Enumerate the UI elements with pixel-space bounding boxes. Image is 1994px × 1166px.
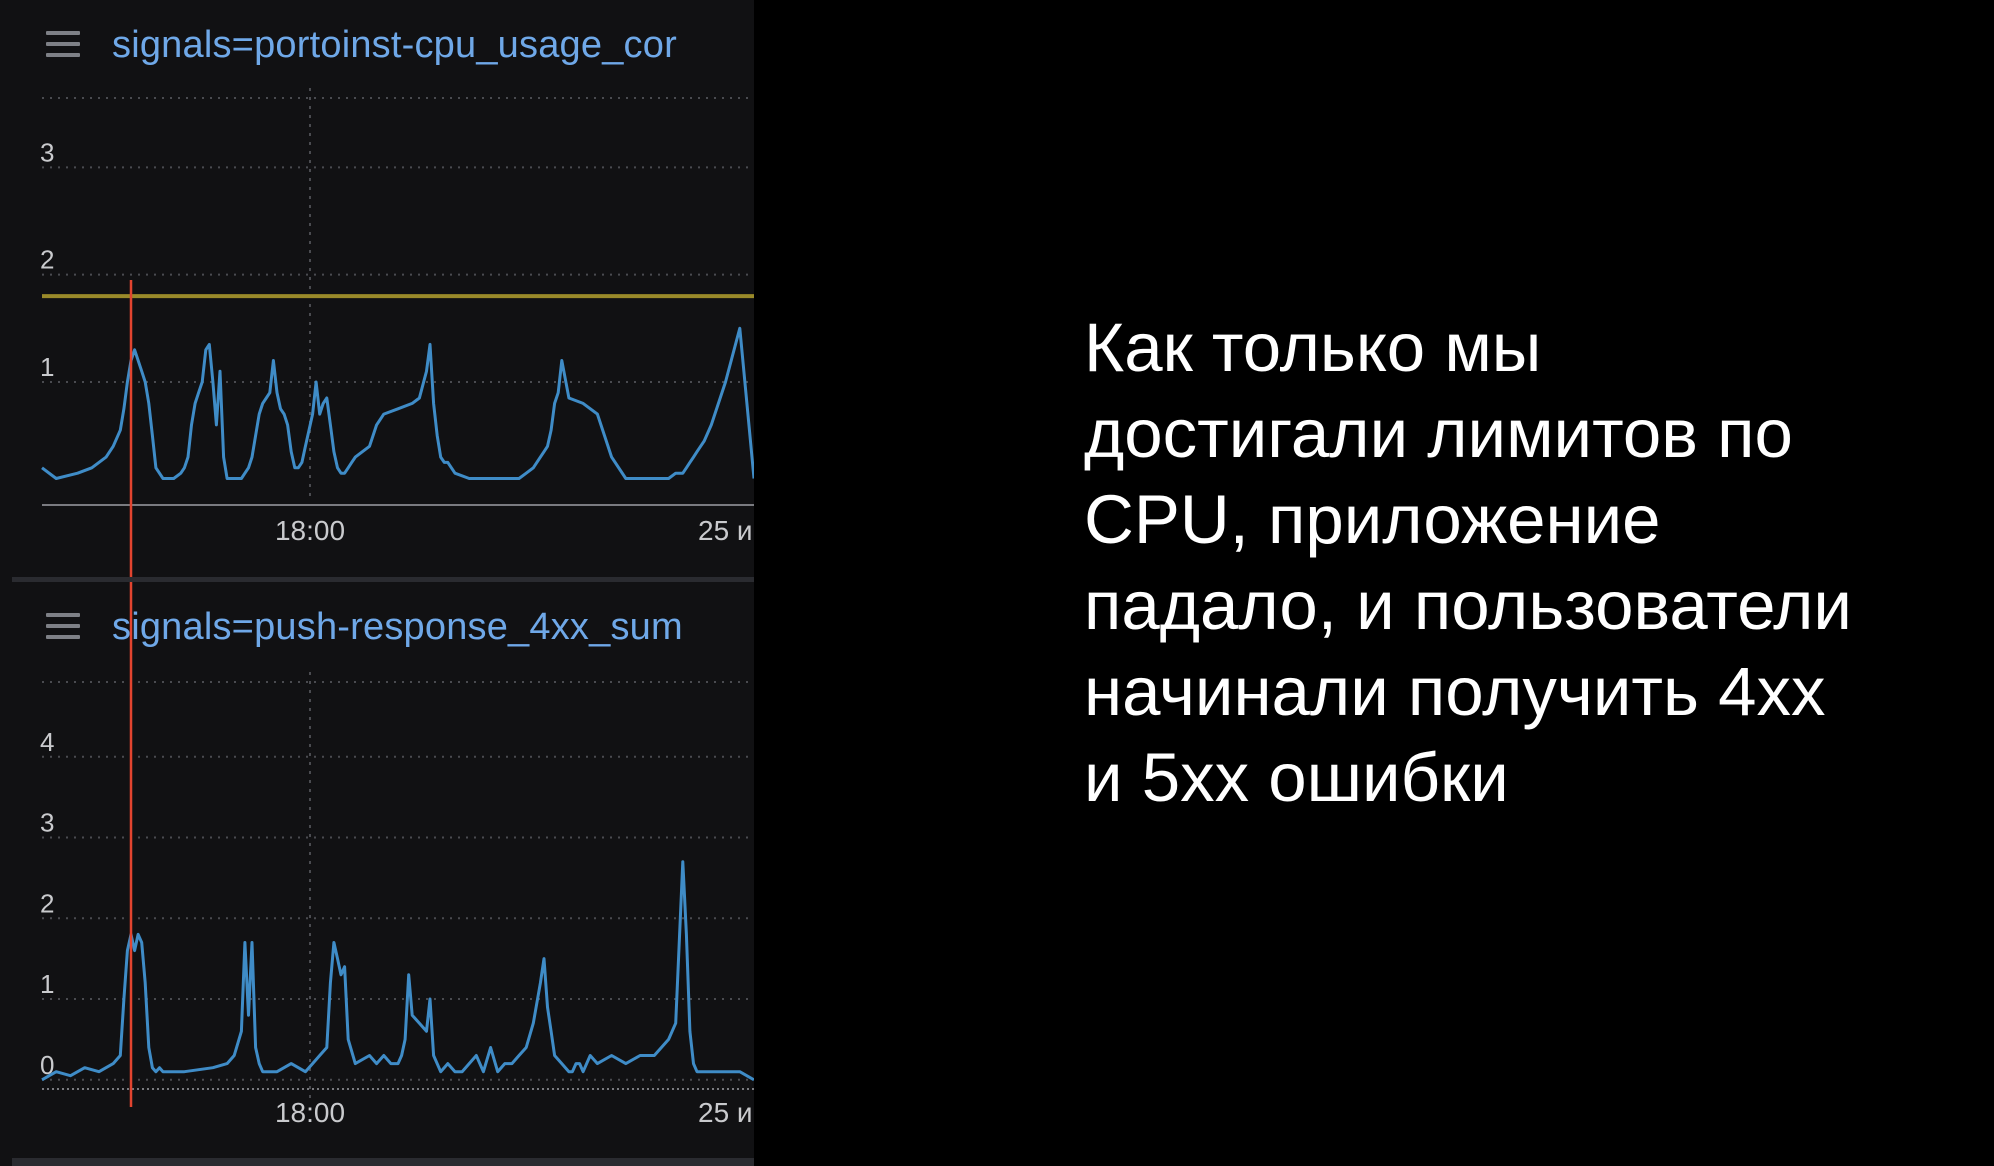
slide-text-line: падало, и пользователи [1084,567,1852,644]
slide-text-line: достигали лимитов по [1084,395,1793,472]
chart-panel-4xx: signals=push-response_4xx_sum 0 1 2 3 4 18:00… [12,582,754,1166]
y-tick-label: 0 [40,1050,54,1080]
slide-text-line: CPU, приложение [1084,481,1661,558]
y-tick-label: 2 [40,888,54,918]
x-tick-label: 25 и [698,1097,753,1128]
cpu-usage-chart: 1 2 3 18:00 25 и [40,88,754,578]
y-tick-label: 2 [40,245,54,275]
slide-text-line: начинали получить 4xx [1084,653,1826,730]
chart-panel-cpu: signals=portoinst-cpu_usage_cor 1 2 3 18:00… [12,0,754,578]
y-tick-label: 3 [40,137,54,167]
series-line [41,860,754,1082]
y-tick-label: 4 [40,727,54,757]
menu-icon[interactable] [46,31,82,59]
panel-title[interactable]: signals=portoinst-cpu_usage_cor [112,23,677,66]
y-tick-label: 3 [40,808,54,838]
slide-text-line: и 5xx ошибки [1084,739,1509,816]
slide-text: Как только мы достигали лимитов по CPU, … [1084,305,1964,821]
x-tick-label: 18:00 [275,1097,345,1128]
y-tick-label: 1 [40,352,54,382]
series-line [41,326,754,480]
panel-bottom-border [12,1158,754,1166]
response-4xx-chart: 0 1 2 3 4 18:00 25 и [40,582,754,1128]
panel-title[interactable]: signals=push-response_4xx_sum [112,605,683,648]
panel-separator [12,577,754,582]
metrics-dashboard: signals=portoinst-cpu_usage_cor 1 2 3 18:00… [0,0,754,1166]
y-tick-label: 1 [40,969,54,999]
panel-header: signals=push-response_4xx_sum [12,582,754,672]
menu-icon[interactable] [46,613,82,641]
panel-header: signals=portoinst-cpu_usage_cor [12,0,754,90]
x-tick-label: 25 и [698,515,753,546]
slide-text-line: Как только мы [1084,309,1542,386]
x-tick-label: 18:00 [275,515,345,546]
